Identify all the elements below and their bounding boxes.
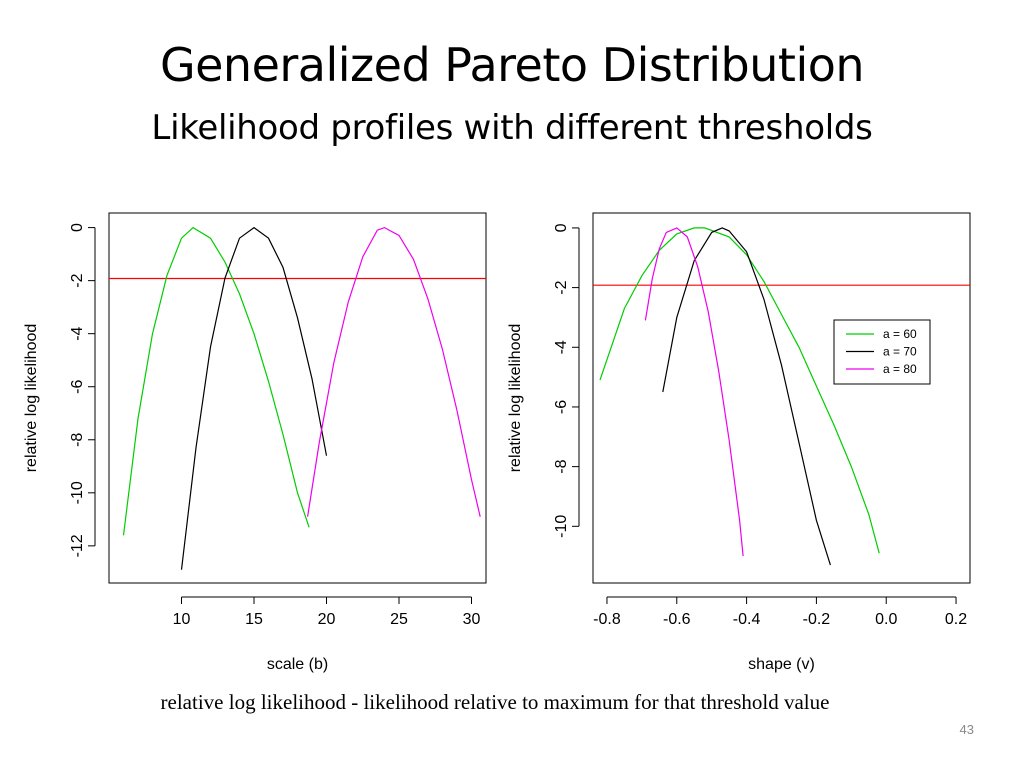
y-tick-label: -8 — [553, 459, 570, 473]
y-axis: 0 -2 -4 -6 -8 -10 -12 relative log likelihood — [23, 223, 96, 557]
x-tick-label: -0.4 — [733, 611, 761, 628]
y-tick-label: -12 — [69, 534, 86, 557]
legend-label: a = 70 — [883, 345, 917, 359]
y-tick-label: -4 — [553, 340, 570, 354]
y-axis-title: relative log likelihood — [507, 324, 524, 473]
slide-subtitle: Likelihood profiles with different thres… — [151, 108, 873, 148]
x-axis-title: shape (v) — [748, 656, 815, 673]
y-tick-label: -4 — [69, 326, 86, 340]
plot-frame — [592, 212, 971, 584]
x-axis: 10 15 20 25 30 scale (b) — [173, 596, 481, 673]
series-line-3 — [307, 226, 481, 517]
series-line-1 — [122, 226, 310, 536]
series-line-2 — [180, 226, 328, 570]
x-tick-label: 10 — [173, 611, 191, 628]
chart-2: -0.8 -0.6 -0.4 -0.2 0.0 0.2 shape (v) 0 -2 -4 -6 -8… — [507, 212, 971, 673]
x-axis: -0.8 -0.6 -0.4 -0.2 0.0 0.2 shape (v) — [593, 596, 967, 673]
plot-area — [593, 227, 970, 566]
y-tick-label: 0 — [553, 223, 570, 232]
x-tick-label: -0.8 — [593, 611, 621, 628]
y-tick-label: -6 — [69, 380, 86, 394]
plot-area — [109, 226, 486, 570]
x-axis-title: scale (b) — [267, 656, 328, 673]
x-tick-label: 0.0 — [875, 611, 897, 628]
plot-frame — [108, 212, 487, 584]
chart-1: 10 15 20 25 30 scale (b) 0 -2 -4 -6 -8 -10 -12 relati… — [23, 212, 487, 673]
y-tick-label: -8 — [69, 433, 86, 447]
slide-title: Generalized Pareto Distribution — [159, 38, 865, 92]
page-number: 43 — [959, 722, 974, 737]
x-tick-label: 20 — [318, 611, 336, 628]
legend-label: a = 80 — [883, 362, 917, 376]
slide-caption: relative log likelihood - likelihood rel… — [160, 690, 830, 714]
x-tick-label: 0.2 — [945, 611, 967, 628]
y-tick-label: -10 — [553, 515, 570, 538]
y-axis: 0 -2 -4 -6 -8 -10 relative log likelihood — [507, 223, 580, 538]
y-tick-label: -6 — [553, 400, 570, 414]
y-tick-label: -2 — [553, 280, 570, 294]
x-tick-label: 15 — [245, 611, 263, 628]
series-line-1 — [599, 227, 880, 554]
series-line-3 — [644, 227, 744, 557]
x-tick-label: 25 — [390, 611, 408, 628]
y-tick-label: 0 — [69, 223, 86, 232]
y-axis-title: relative log likelihood — [23, 324, 40, 473]
x-tick-label: -0.6 — [663, 611, 691, 628]
legend: a = 60 a = 70 a = 80 — [833, 319, 931, 385]
y-tick-label: -2 — [69, 273, 86, 287]
series-line-2 — [662, 227, 831, 566]
x-tick-label: 30 — [463, 611, 481, 628]
x-tick-label: -0.2 — [803, 611, 831, 628]
y-tick-label: -10 — [69, 481, 86, 504]
legend-label: a = 60 — [883, 327, 917, 341]
